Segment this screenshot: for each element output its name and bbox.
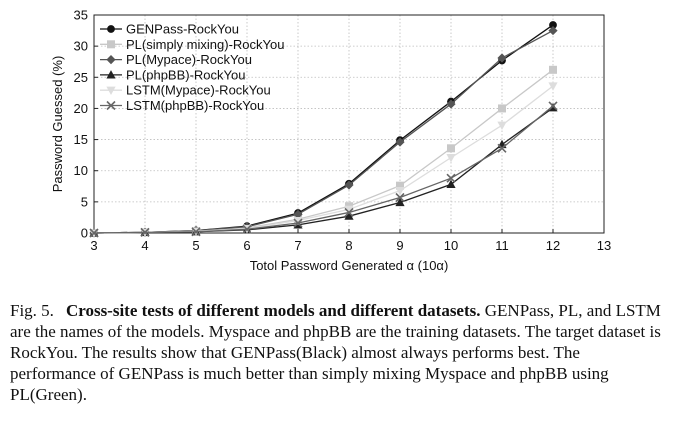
legend-label: PL(simply mixing)-RockYou bbox=[126, 37, 284, 52]
x-tick-label: 12 bbox=[546, 238, 560, 253]
y-tick-label: 20 bbox=[74, 101, 88, 116]
data-point bbox=[446, 173, 456, 183]
x-tick-label: 10 bbox=[444, 238, 458, 253]
data-point bbox=[344, 180, 354, 190]
legend-marker bbox=[107, 25, 115, 33]
legend-label: PL(phpBB)-RockYou bbox=[126, 67, 245, 82]
x-tick-label: 13 bbox=[597, 238, 611, 253]
caption-body: GENPass, PL, and LSTM are the names of t… bbox=[10, 301, 661, 404]
data-point bbox=[396, 181, 404, 190]
legend-label: GENPass-RockYou bbox=[126, 22, 239, 37]
data-point-stroke bbox=[395, 192, 405, 203]
x-tick-label: 11 bbox=[495, 238, 509, 253]
data-point bbox=[293, 209, 303, 219]
data-point bbox=[446, 99, 456, 109]
data-point bbox=[395, 192, 405, 203]
data-point-stroke bbox=[293, 218, 303, 228]
y-tick-label: 5 bbox=[81, 194, 88, 209]
y-axis-title: Password Guessed (%) bbox=[50, 56, 65, 193]
x-tick-label: 4 bbox=[141, 238, 148, 253]
legend-marker bbox=[106, 55, 116, 65]
caption-title: Cross-site tests of different models and… bbox=[65, 301, 481, 320]
x-tick-label: 6 bbox=[243, 238, 250, 253]
x-tick-label: 8 bbox=[345, 238, 352, 253]
x-tick-label: 9 bbox=[396, 238, 403, 253]
y-tick-label: 30 bbox=[74, 39, 88, 54]
data-point-stroke bbox=[191, 227, 201, 237]
legend-marker-stroke bbox=[106, 100, 116, 111]
data-point bbox=[344, 211, 354, 220]
data-point-stroke bbox=[140, 227, 150, 237]
legend-marker bbox=[107, 40, 115, 49]
data-point bbox=[395, 137, 405, 147]
data-point bbox=[497, 121, 507, 131]
y-tick-label: 15 bbox=[74, 132, 88, 147]
data-point bbox=[548, 25, 558, 36]
data-point bbox=[498, 104, 506, 113]
data-point bbox=[293, 218, 303, 228]
data-point bbox=[497, 143, 507, 153]
data-point bbox=[344, 205, 354, 215]
y-tick-label: 35 bbox=[74, 8, 88, 23]
data-point bbox=[191, 227, 201, 237]
data-point-stroke bbox=[344, 207, 354, 218]
data-point-stroke bbox=[242, 224, 252, 234]
data-point bbox=[89, 228, 99, 238]
figure-caption: Fig. 5. Cross-site tests of different mod… bbox=[10, 300, 665, 405]
legend-marker bbox=[106, 70, 116, 79]
legend-marker bbox=[106, 86, 116, 95]
data-point-stroke bbox=[89, 228, 99, 238]
legend-label: PL(Mypace)-RockYou bbox=[126, 52, 252, 67]
y-tick-label: 25 bbox=[74, 70, 88, 85]
data-point-stroke bbox=[548, 101, 558, 111]
data-point bbox=[548, 82, 558, 91]
data-point bbox=[140, 227, 150, 237]
data-point-stroke bbox=[497, 143, 507, 153]
data-point bbox=[446, 179, 456, 189]
data-point bbox=[395, 187, 405, 196]
series-line bbox=[93, 107, 554, 234]
y-tick-label: 10 bbox=[74, 163, 88, 178]
x-axis-title: Totol Password Generated α (10α) bbox=[250, 258, 449, 273]
data-point bbox=[497, 53, 507, 63]
x-tick-label: 3 bbox=[90, 238, 97, 253]
x-tick-label: 7 bbox=[294, 238, 301, 253]
data-point bbox=[344, 207, 354, 218]
data-point bbox=[447, 144, 455, 153]
legend-label: LSTM(phpBB)-RockYou bbox=[126, 98, 264, 113]
legend-label: LSTM(Mypace)-RockYou bbox=[126, 83, 271, 98]
data-point bbox=[446, 154, 456, 163]
legend-marker bbox=[106, 100, 116, 111]
line-chart: 0 5 10 15 20 25 30 35 3 4 5 6 7 8 9 10 11 12 13 Totol Passw… bbox=[50, 8, 611, 274]
caption-label: Fig. 5. bbox=[10, 301, 54, 320]
data-point-stroke bbox=[446, 173, 456, 183]
data-point bbox=[293, 216, 303, 226]
data-point bbox=[242, 224, 252, 234]
data-point bbox=[395, 197, 405, 207]
x-tick-label: 5 bbox=[192, 238, 199, 253]
data-point bbox=[549, 65, 557, 74]
series-line bbox=[93, 105, 554, 234]
data-point bbox=[548, 101, 558, 111]
y-tick-label: 0 bbox=[81, 226, 88, 241]
